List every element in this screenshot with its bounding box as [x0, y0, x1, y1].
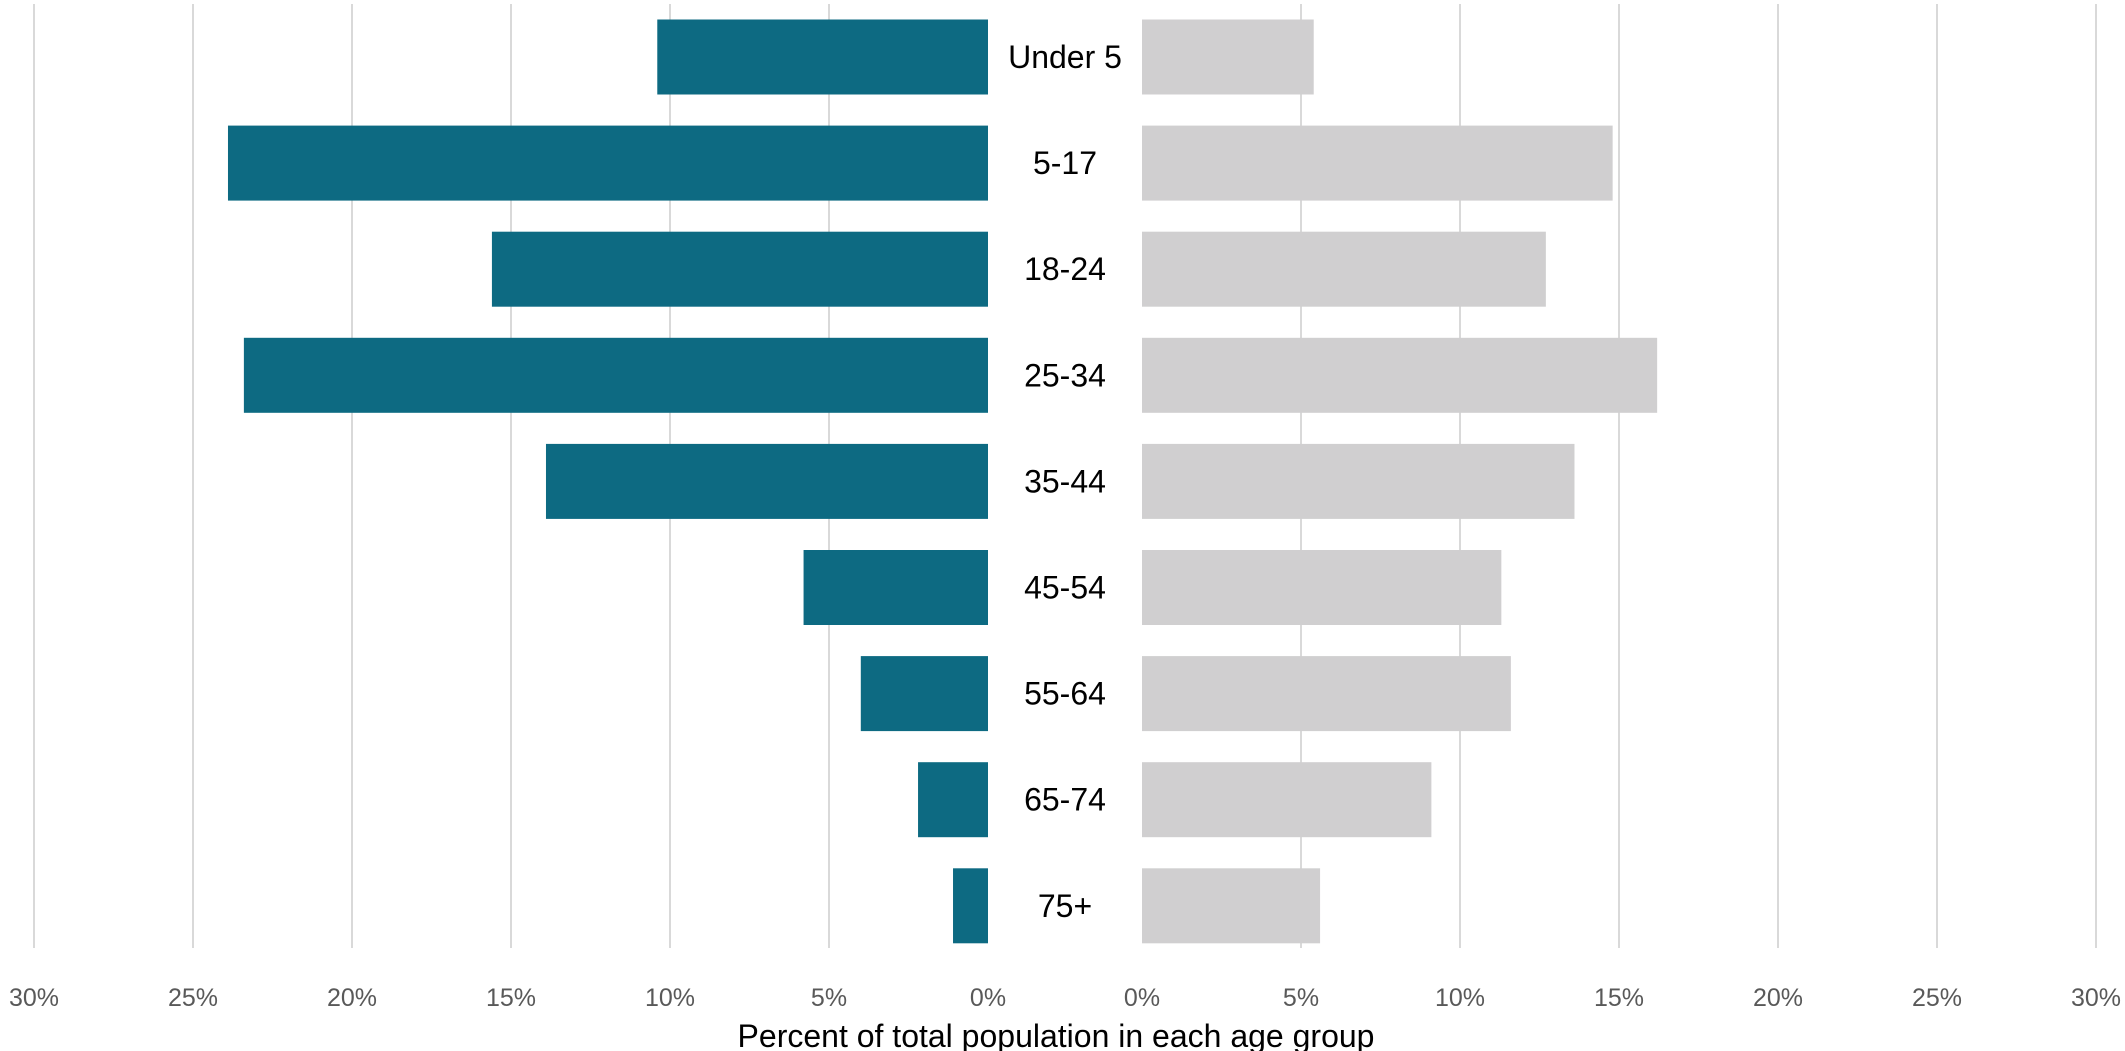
right-tick-label: 20%	[1753, 984, 1803, 1012]
category-label: 55-64	[1024, 676, 1106, 712]
left-bar-75+	[953, 868, 988, 944]
category-label: 75+	[1038, 888, 1092, 924]
left-bar-65-74	[918, 762, 988, 838]
left-tick-label: 0%	[970, 984, 1006, 1012]
right-bar-under-5	[1142, 19, 1314, 95]
left-tick-label: 10%	[645, 984, 695, 1012]
right-bar-45-54	[1142, 550, 1502, 625]
category-label: 35-44	[1024, 463, 1106, 499]
left-bar-5-17	[227, 125, 989, 201]
left-bar-25-34	[243, 337, 988, 413]
left-tick-label: 25%	[168, 984, 218, 1012]
category-label: 45-54	[1024, 570, 1106, 606]
tick-labels: 30% 25% 20% 15% 10% 5% 0% 0% 5% 10% 15% 20% 25% 30%	[9, 984, 2121, 1012]
x-axis-title: Percent of total population in each age …	[738, 1018, 1375, 1051]
category-labels: Under 5 5-17 18-24 25-34 35-44 45-54 55-64 65-7…	[1008, 39, 1122, 924]
category-label: 5-17	[1033, 145, 1097, 181]
left-tick-label: 5%	[811, 984, 847, 1012]
category-label: 65-74	[1024, 782, 1106, 818]
right-tick-label: 10%	[1435, 984, 1485, 1012]
left-bar-45-54	[803, 550, 988, 625]
right-bar-35-44	[1142, 443, 1575, 519]
bars	[227, 19, 1658, 944]
right-tick-label: 30%	[2071, 984, 2121, 1012]
category-label: Under 5	[1008, 39, 1122, 75]
left-bar-under-5	[657, 19, 988, 95]
right-tick-label: 25%	[1912, 984, 1962, 1012]
right-tick-label: 5%	[1283, 984, 1319, 1012]
right-bar-25-34	[1142, 337, 1658, 413]
right-bar-65-74	[1142, 762, 1432, 838]
left-bar-35-44	[545, 443, 988, 519]
right-bar-75+	[1142, 868, 1321, 944]
left-tick-label: 15%	[486, 984, 536, 1012]
left-bar-55-64	[860, 656, 988, 732]
right-tick-label: 15%	[1594, 984, 1644, 1012]
category-label: 25-34	[1024, 357, 1106, 393]
category-label: 18-24	[1024, 251, 1106, 287]
left-bar-18-24	[491, 231, 988, 307]
right-bar-5-17	[1142, 125, 1613, 201]
right-bar-18-24	[1142, 231, 1546, 307]
left-tick-label: 20%	[327, 984, 377, 1012]
right-tick-label: 0%	[1124, 984, 1160, 1012]
left-tick-label: 30%	[9, 984, 59, 1012]
right-bar-55-64	[1142, 656, 1511, 732]
